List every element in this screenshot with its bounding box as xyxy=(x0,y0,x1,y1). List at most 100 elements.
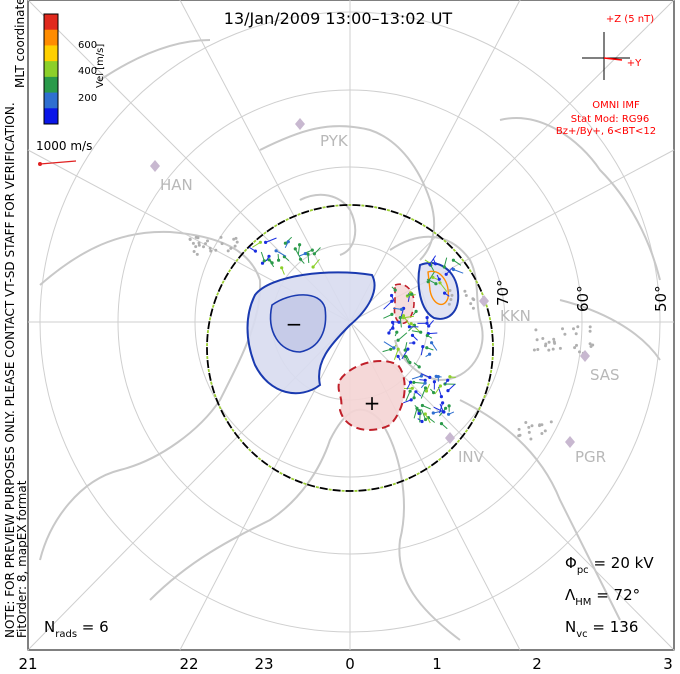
velocity-vector xyxy=(401,348,409,360)
data-dot xyxy=(589,345,593,348)
data-dot xyxy=(541,337,545,340)
data-dot xyxy=(578,350,581,354)
velocity-vector xyxy=(406,293,412,296)
radar-sites xyxy=(150,118,590,448)
velocity-vector xyxy=(449,376,456,378)
data-dot xyxy=(235,240,239,244)
imf-condition-label: Bz+/By+, 6<BT<12 xyxy=(556,126,656,137)
stat-rads-sub: rads xyxy=(55,629,77,640)
velocity-vector xyxy=(383,341,395,349)
stat-rads-symbol: N xyxy=(44,618,55,636)
stat-hm-symbol: Λ xyxy=(565,586,576,604)
velocity-vector xyxy=(422,405,431,410)
data-dot xyxy=(208,246,212,250)
data-dot xyxy=(588,329,592,333)
velocity-vector xyxy=(300,258,305,264)
stat-pc-sub: pc xyxy=(577,565,589,576)
vector-scale-label: 1000 m/s xyxy=(36,139,92,153)
velocity-vector xyxy=(439,402,444,414)
data-dot xyxy=(209,249,213,253)
stat-rads-value: = 6 xyxy=(77,618,109,636)
velocity-vector xyxy=(419,379,426,381)
stat-pc: Φpc = 20 kV xyxy=(565,554,654,576)
data-dot xyxy=(191,241,195,245)
velocity-vector xyxy=(425,353,430,358)
velocity-vector xyxy=(413,381,424,384)
data-dot xyxy=(233,244,237,248)
velocity-vector xyxy=(436,274,440,280)
velocity-vector xyxy=(436,375,442,378)
data-dot xyxy=(543,429,547,433)
site-label-inv: INV xyxy=(458,448,485,466)
data-dot xyxy=(463,289,467,293)
mlt-tick-1: 1 xyxy=(432,655,442,673)
data-dot xyxy=(552,337,556,341)
data-dot xyxy=(551,347,555,351)
data-dot xyxy=(588,342,592,346)
data-dot xyxy=(464,294,468,297)
velocity-vector xyxy=(428,332,438,335)
velocity-vector xyxy=(413,362,420,368)
data-dot xyxy=(530,424,534,428)
colorbar-segment xyxy=(44,61,58,78)
velocity-vector xyxy=(406,355,411,363)
site-label-kkn: KKN xyxy=(500,307,531,325)
velocity-vector xyxy=(404,356,409,363)
velocity-vector xyxy=(428,319,434,327)
data-dot xyxy=(573,346,577,350)
data-dot xyxy=(197,241,201,245)
mlt-tick-2: 2 xyxy=(532,655,542,673)
velocity-vector xyxy=(434,385,441,395)
data-dot xyxy=(547,348,551,352)
data-dot xyxy=(472,298,476,302)
negative-cell-inner xyxy=(269,294,327,353)
velocity-vector xyxy=(427,335,433,339)
data-dot xyxy=(538,423,542,427)
velocity-vector xyxy=(284,256,290,262)
colorbar-segment xyxy=(44,108,58,125)
velocity-vector xyxy=(428,417,436,423)
mlt-tick-23: 23 xyxy=(254,655,273,673)
velocity-vector xyxy=(382,348,391,353)
data-dot xyxy=(540,423,544,427)
data-dot xyxy=(450,293,454,297)
velocity-vector xyxy=(445,266,454,275)
data-dot xyxy=(536,348,540,351)
data-dot xyxy=(194,245,198,249)
velocity-vector xyxy=(393,349,399,360)
vector-scale-dot xyxy=(38,162,42,166)
velocity-vector xyxy=(252,241,261,248)
data-dot xyxy=(558,346,562,350)
velocity-vector xyxy=(299,253,306,257)
site-label-pgr: PGR xyxy=(575,448,606,466)
velocity-vector xyxy=(268,259,275,268)
data-dot xyxy=(517,427,521,431)
data-dot xyxy=(527,425,531,429)
data-dot xyxy=(563,332,567,336)
data-dot xyxy=(226,249,230,253)
velocity-vector xyxy=(429,255,437,265)
hm-boundary-green xyxy=(206,204,494,492)
data-dot xyxy=(535,338,539,342)
mlt-tick-3: 3 xyxy=(663,655,673,673)
velocity-vector xyxy=(431,342,438,351)
velocity-vector xyxy=(420,373,430,378)
velocity-vector xyxy=(383,313,393,319)
stat-vc: Nvc = 136 xyxy=(565,618,638,640)
map-frame xyxy=(27,0,675,651)
data-dot xyxy=(448,289,452,292)
velocity-vector xyxy=(426,278,437,285)
velocity-vector xyxy=(248,246,256,252)
velocity-vector xyxy=(443,257,448,268)
stat-pc-symbol: Φ xyxy=(565,554,577,572)
data-dot xyxy=(204,242,207,246)
svg-text:Φpc = 20 kV: Φpc = 20 kV xyxy=(565,554,654,576)
velocity-vector xyxy=(439,282,448,293)
data-dot xyxy=(202,245,205,249)
velocity-vector xyxy=(420,387,426,399)
velocity-vector xyxy=(411,375,422,380)
velocity-vector xyxy=(420,382,426,389)
data-dot xyxy=(529,437,533,441)
imf-panel: +Z (5 nT) +Y OMNI IMF Stat Mod: RG96 Bz+… xyxy=(556,14,656,137)
data-dot xyxy=(553,341,557,345)
